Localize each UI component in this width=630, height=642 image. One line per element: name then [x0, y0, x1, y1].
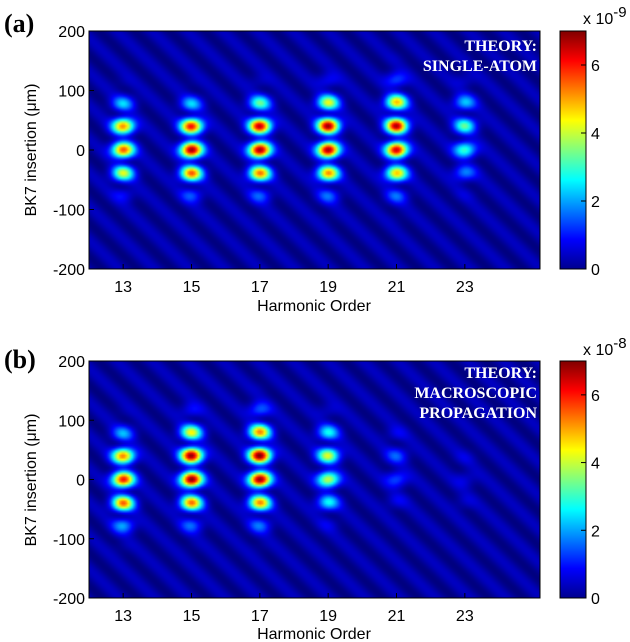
panel-a-y-ticks: -200 -100 0 100 200 [53, 24, 94, 279]
panel-a-x-tick-label: 23 [456, 279, 474, 296]
panel-b-x-tick-label: 23 [456, 608, 474, 625]
panel-b-colorbar-ticks: 0 2 4 6 [581, 388, 600, 608]
panel-b-y-tick-label: -100 [53, 532, 85, 549]
panel-b-x-ticks: 13 15 17 19 21 23 [114, 593, 474, 625]
panel-b-colorbar-tick-label: 0 [591, 591, 600, 608]
panel-a-y-tick-label: 0 [76, 143, 85, 160]
panel-a-annotation-line-1: THEORY: [464, 38, 537, 55]
panel-b-y-tick-label: 100 [58, 413, 85, 430]
panel-a-y-tick-label: 100 [58, 84, 85, 101]
panel-b-y-ticks: -200 -100 0 100 200 [53, 354, 94, 608]
panel-a-x-ticks: 13 15 17 19 21 23 [114, 264, 474, 296]
panel-a-x-tick-label: 17 [251, 279, 269, 296]
panel-b-annotation-line-1: THEORY: [464, 365, 537, 382]
panel-a-annotation-line-2: SINGLE-ATOM [423, 58, 537, 75]
panel-b-y-tick-label: 200 [58, 354, 85, 371]
panel-b-colorbar-multiplier: x 10-8 [583, 335, 627, 359]
panel-a-y-tick-label: 200 [58, 24, 85, 41]
panel-a-colorbar [559, 30, 587, 270]
panel-b-x-axis-label: Harmonic Order [257, 626, 371, 642]
panel-a-y-axis-label: BK7 insertion (μm) [23, 84, 40, 217]
panel-a-x-axis-label: Harmonic Order [257, 298, 371, 315]
panel-b-x-tick-label: 19 [319, 608, 337, 625]
panel-b-label: (b) [4, 345, 36, 374]
panel-b-x-tick-label: 15 [183, 608, 201, 625]
panel-a-colorbar-tick-label: 0 [591, 262, 600, 279]
panel-b: (b) THEORY: MACROSCOPIC PROPAGATION 13 15… [4, 335, 627, 642]
panel-a-colorbar-tick-label: 6 [591, 58, 600, 75]
panel-b-annotation-line-2: MACROSCOPIC [414, 385, 537, 402]
panel-b-y-tick-label: -200 [53, 591, 85, 608]
panel-b-y-tick-label: 0 [76, 473, 85, 490]
panel-b-x-tick-label: 13 [114, 608, 132, 625]
panel-b-heatmap [89, 361, 540, 598]
panel-b-x-tick-label: 17 [251, 608, 269, 625]
panel-b-colorbar-tick-label: 4 [591, 456, 600, 473]
panel-a-x-tick-label: 13 [114, 279, 132, 296]
panel-a-x-tick-label: 21 [388, 279, 406, 296]
panel-a-y-tick-label: -200 [53, 262, 85, 279]
panel-a-heatmap [89, 31, 540, 269]
panel-a-y-tick-label: -100 [53, 203, 85, 220]
panel-b-colorbar [559, 360, 587, 599]
panel-a-colorbar-ticks: 0 2 4 6 [581, 58, 600, 279]
panel-b-colorbar-tick-label: 2 [591, 523, 600, 540]
panel-b-colorbar-tick-label: 6 [591, 388, 600, 405]
panel-b-annotation-line-3: PROPAGATION [419, 405, 537, 422]
panel-a-colorbar-multiplier: x 10-9 [583, 4, 627, 28]
panel-a-x-tick-label: 15 [183, 279, 201, 296]
panel-b-y-axis-label: BK7 insertion (μm) [23, 414, 40, 547]
panel-a-x-tick-label: 19 [319, 279, 337, 296]
panel-a: (a) THEORY: SINGLE-ATOM 13 15 17 19 21 23 -20… [4, 4, 627, 315]
panel-b-x-tick-label: 21 [388, 608, 406, 625]
panel-a-colorbar-tick-label: 4 [591, 126, 600, 143]
panel-a-label: (a) [4, 9, 34, 38]
panel-a-colorbar-tick-label: 2 [591, 194, 600, 211]
